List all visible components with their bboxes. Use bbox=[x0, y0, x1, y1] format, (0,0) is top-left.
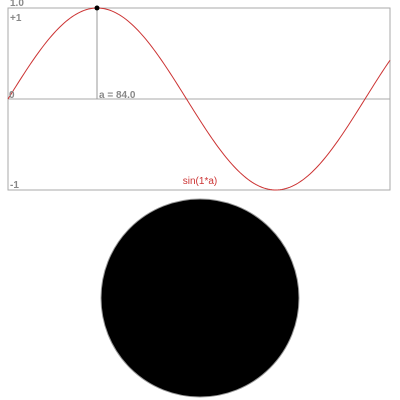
sine-curve bbox=[7, 7, 391, 191]
cursor-label: a = 84.0 bbox=[99, 90, 136, 101]
cursor-dot bbox=[94, 5, 100, 11]
black-circle bbox=[100, 198, 300, 398]
zero-label: 0 bbox=[9, 90, 15, 101]
curve-label: sin(1*a) bbox=[183, 176, 217, 187]
minus-label: -1 bbox=[10, 180, 19, 191]
plus-label: +1 bbox=[10, 13, 22, 24]
top-label: 1.0 bbox=[10, 0, 24, 9]
